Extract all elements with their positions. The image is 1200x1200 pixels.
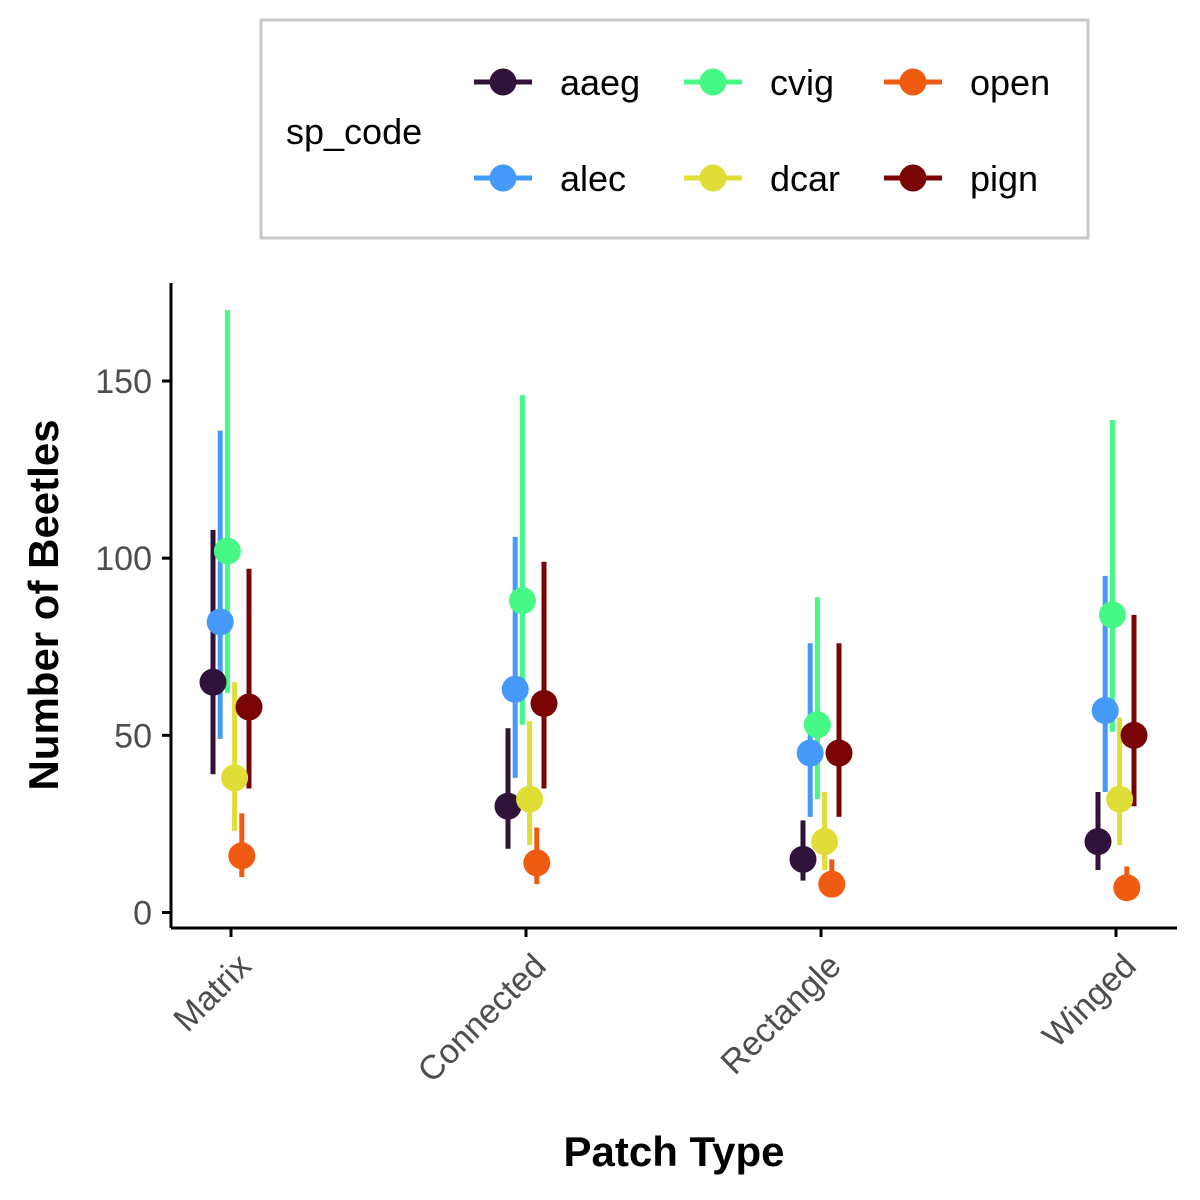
x-tick-label: Rectangle bbox=[714, 947, 849, 1082]
legend: sp_code aaeg alec cvig dcar open pign bbox=[259, 18, 1090, 240]
legend-title: sp_code bbox=[286, 111, 422, 152]
legend-label: alec bbox=[560, 158, 626, 199]
point-pign bbox=[235, 693, 263, 721]
point-aaeg bbox=[789, 845, 817, 873]
point-cvig bbox=[213, 537, 241, 565]
point-pign bbox=[825, 739, 853, 767]
point-alec bbox=[1091, 697, 1119, 725]
legend-box bbox=[259, 18, 1090, 240]
point-aaeg bbox=[494, 792, 522, 820]
point-open bbox=[523, 849, 551, 877]
y-tick-label: 0 bbox=[133, 895, 152, 933]
point-cvig bbox=[1098, 601, 1126, 629]
legend-label: pign bbox=[970, 158, 1038, 199]
point-cvig bbox=[508, 587, 536, 615]
point-cvig bbox=[803, 711, 831, 739]
legend-label: aaeg bbox=[560, 62, 640, 103]
point-dcar bbox=[516, 785, 544, 813]
point-pign bbox=[530, 689, 558, 717]
legend-key-point bbox=[489, 164, 517, 192]
legend-key-point bbox=[699, 164, 727, 192]
legend-item-aaeg: aaeg bbox=[474, 62, 640, 103]
x-tick-label: Winged bbox=[1035, 947, 1143, 1055]
y-axis-title: Number of Beetles bbox=[20, 419, 67, 790]
x-tick-label: Matrix bbox=[166, 947, 258, 1039]
x-tick-label: Connected bbox=[410, 947, 553, 1090]
point-dcar bbox=[1106, 785, 1134, 813]
y-tick-label: 50 bbox=[114, 717, 152, 755]
legend-item-pign: pign bbox=[884, 158, 1038, 199]
point-alec bbox=[796, 739, 824, 767]
legend-key-point bbox=[699, 68, 727, 96]
point-aaeg bbox=[199, 668, 227, 696]
point-pign bbox=[1120, 721, 1148, 749]
point-alec bbox=[501, 675, 529, 703]
legend-item-alec: alec bbox=[474, 158, 626, 199]
legend-key-point bbox=[899, 164, 927, 192]
point-dcar bbox=[811, 828, 839, 856]
point-dcar bbox=[221, 764, 249, 792]
legend-label: dcar bbox=[770, 158, 840, 199]
legend-key-point bbox=[489, 68, 517, 96]
legend-label: open bbox=[970, 62, 1050, 103]
legend-item-dcar: dcar bbox=[684, 158, 840, 199]
point-open bbox=[818, 870, 846, 898]
plot-area: 0 50 100 150 Matrix Connected Rectangle Winged bbox=[95, 283, 1177, 1090]
x-axis-title: Patch Type bbox=[564, 1128, 785, 1175]
legend-key-point bbox=[899, 68, 927, 96]
legend-item-cvig: cvig bbox=[684, 62, 834, 103]
y-tick-label: 150 bbox=[95, 363, 152, 401]
point-aaeg bbox=[1084, 828, 1112, 856]
y-tick-label: 100 bbox=[95, 540, 152, 578]
point-open bbox=[1113, 874, 1141, 902]
point-open bbox=[228, 842, 256, 870]
point-alec bbox=[206, 608, 234, 636]
legend-label: cvig bbox=[770, 62, 834, 103]
legend-item-open: open bbox=[884, 62, 1050, 103]
